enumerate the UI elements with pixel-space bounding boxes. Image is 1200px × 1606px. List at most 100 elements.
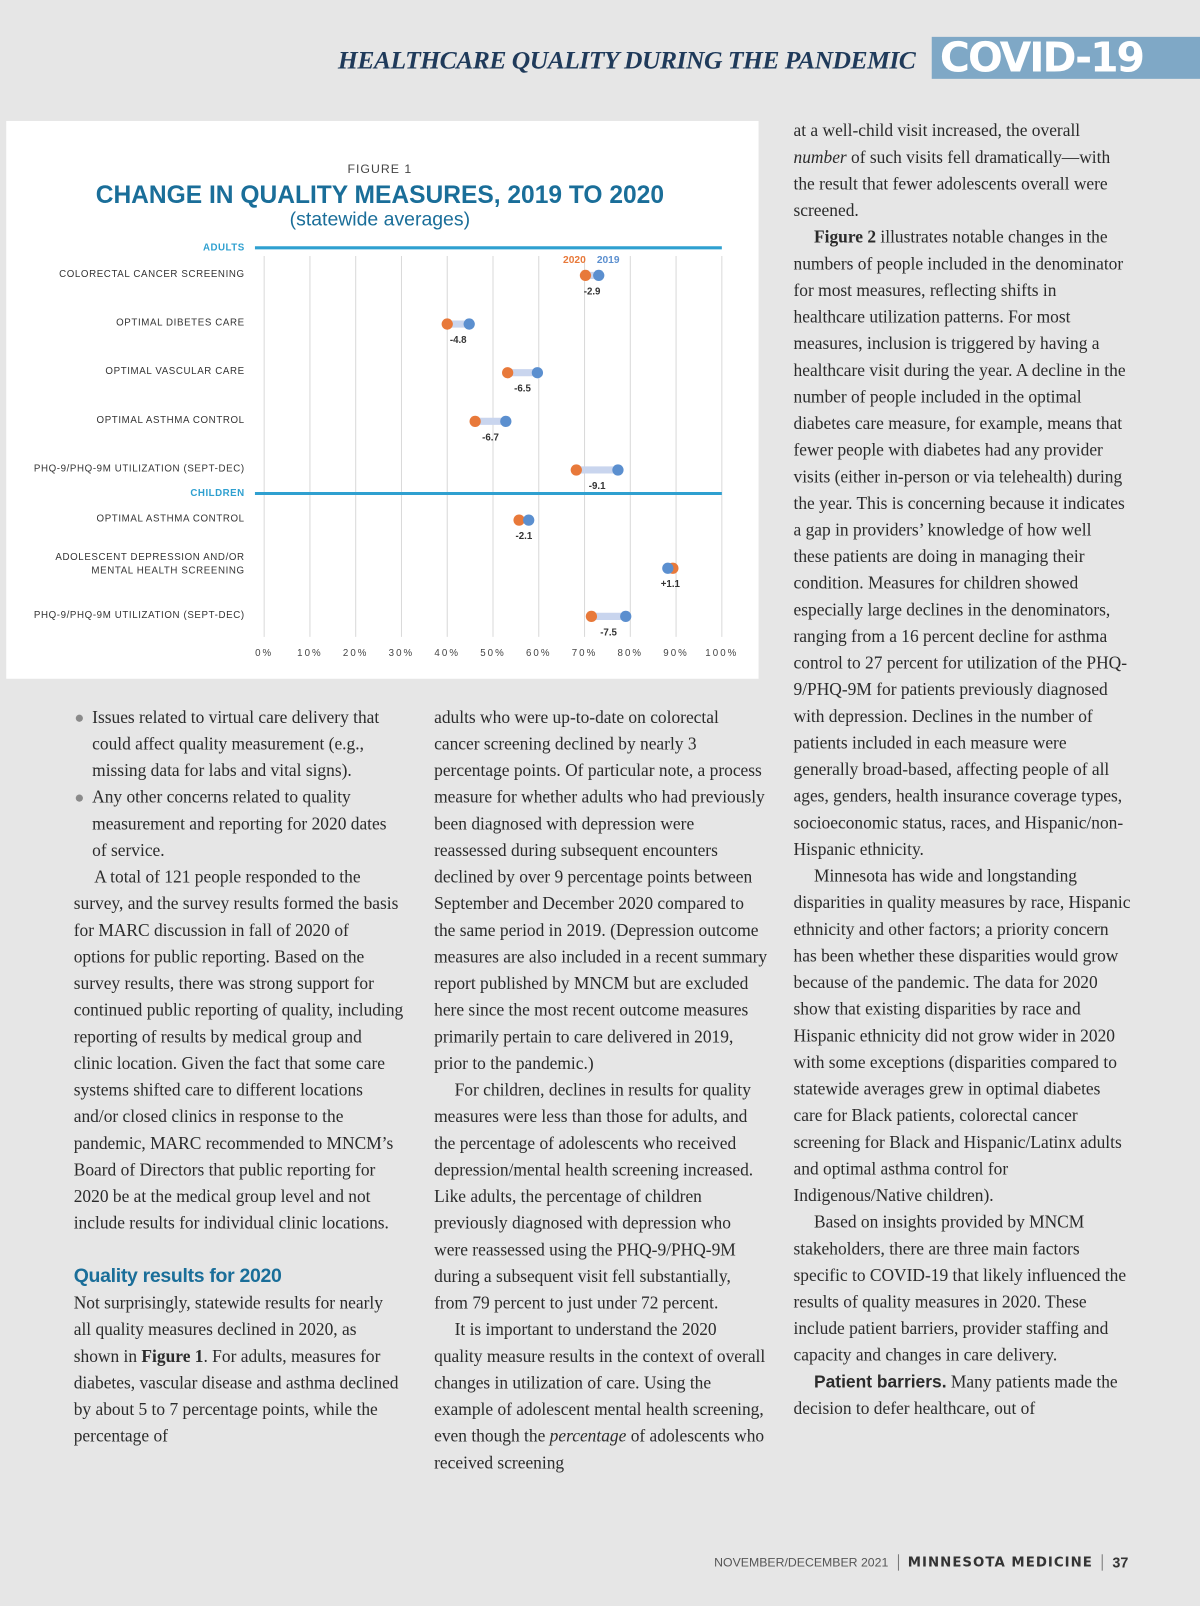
paragraph: It is important to understand the 2020 q… (434, 1317, 768, 1477)
category-label: ADOLESCENT DEPRESSION AND/OR (55, 552, 244, 563)
magazine-name: MINNESOTA MEDICINE (907, 1554, 1093, 1571)
separator (1102, 1554, 1104, 1571)
dot (463, 318, 475, 330)
change-label: -6.5 (514, 384, 531, 395)
separator (897, 1554, 899, 1571)
change-label: -7.5 (600, 627, 617, 638)
legend-entry: 2019 (597, 255, 620, 266)
issue-date: NOVEMBER/DECEMBER 2021 (714, 1555, 889, 1570)
chart-subtitle: (statewide averages) (290, 208, 470, 230)
text-run: Issues related to virtual care delivery … (92, 707, 380, 781)
bullet-dot (75, 794, 83, 802)
chart-title: CHANGE IN QUALITY MEASURES, 2019 TO 2020 (96, 182, 664, 209)
text-run: of adolescents who received screening (434, 1426, 765, 1473)
change-label: -2.9 (584, 286, 601, 297)
change-label: -9.1 (589, 481, 606, 492)
text-column: at a well-child visit increased, the ove… (794, 118, 1132, 1422)
change-label: -4.8 (450, 335, 467, 346)
page-number: 37 (1112, 1554, 1129, 1571)
paragraph: A total of 121 people responded to the s… (74, 864, 404, 1237)
page-footer: NOVEMBER/DECEMBER 2021 MINNESOTA MEDICIN… (714, 1554, 1129, 1571)
x-tick-label: 20% (343, 648, 369, 659)
x-tick-label: 30% (389, 648, 415, 659)
styled-text: number (793, 147, 847, 167)
category-label: COLORECTAL CANCER SCREENING (59, 269, 245, 280)
paragraph: Not surprisingly, statewide results for … (74, 1290, 404, 1450)
dot (620, 610, 632, 623)
text-run: Minnesota has wide and longstanding disp… (793, 866, 1131, 1206)
x-tick-label: 70% (572, 648, 598, 659)
category-label: OPTIMAL ASTHMA CONTROL (97, 514, 245, 525)
text-run: For children, declines in results for qu… (434, 1080, 754, 1313)
x-tick-label: 100% (705, 648, 738, 659)
x-tick-label: 50% (480, 648, 506, 659)
x-tick-label: 90% (663, 648, 689, 659)
category-label: PHQ-9/PHQ-9M UTILIZATION (SEPT-DEC) (34, 610, 245, 621)
text-run: of such visits fell dramatically—with th… (793, 147, 1111, 221)
x-tick-label: 40% (434, 648, 460, 659)
paragraph: Minnesota has wide and longstanding disp… (794, 863, 1132, 1209)
change-label: +1.1 (661, 579, 681, 590)
paragraph: Figure 2 illustrates notable changes in … (794, 224, 1132, 863)
badge-text: COVID-19 (939, 34, 1145, 82)
dot (612, 464, 624, 476)
text-run: Based on insights provided by MNCM stake… (793, 1212, 1127, 1365)
category-label: OPTIMAL DIBETES CARE (116, 318, 245, 329)
text-run: adults who were up-to-date on colorectal… (434, 707, 768, 1074)
figure-background (6, 120, 759, 679)
paragraph: Based on insights provided by MNCM stake… (794, 1209, 1132, 1369)
paragraph: Patient barriers. Many patients made the… (794, 1369, 1132, 1422)
dot (502, 367, 514, 379)
text-run: A total of 121 people responded to the s… (73, 867, 404, 1233)
paragraph: For children, declines in results for qu… (434, 1077, 768, 1317)
text-run: at a well-child visit increased, the ove… (793, 120, 1081, 141)
text-run: Many patients made the decision to defer… (793, 1372, 1118, 1419)
dot (531, 367, 544, 379)
figure-label: FIGURE 1 (347, 162, 412, 176)
text-run: Any other concerns related to quality me… (92, 787, 387, 861)
dot (469, 415, 481, 427)
text-run: . For adults, measures for diabetes, vas… (73, 1346, 399, 1446)
text-run: Not surprisingly, statewide results for … (73, 1293, 383, 1366)
styled-text: Figure 1 (141, 1346, 204, 1366)
dot (513, 514, 525, 526)
styled-text: Patient barriers. (813, 1372, 947, 1392)
dot (593, 269, 605, 282)
group-label: ADULTS (203, 242, 245, 253)
text-column: Issues related to virtual care delivery … (74, 704, 404, 1449)
text-run: Quality results for 2020 (73, 1265, 282, 1288)
change-label: -2.1 (516, 531, 533, 542)
dot (662, 562, 674, 574)
bullet-item: Any other concerns related to quality me… (74, 784, 404, 864)
paragraph: at a well-child visit increased, the ove… (794, 118, 1132, 224)
x-tick-label: 60% (526, 648, 552, 659)
dot (579, 269, 592, 282)
change-label: -6.7 (482, 432, 499, 443)
section-kicker: HEALTHCARE QUALITY DURING THE PANDEMIC (337, 47, 916, 75)
category-label: MENTAL HEALTH SCREENING (91, 565, 244, 576)
legend-entry: 2020 (563, 255, 586, 266)
category-label: PHQ-9/PHQ-9M UTILIZATION (SEPT-DEC) (34, 464, 245, 475)
section-badge (931, 36, 1200, 79)
group-label: CHILDREN (190, 488, 244, 499)
paragraph: adults who were up-to-date on colorectal… (434, 704, 768, 1077)
dot (441, 318, 453, 330)
styled-text: percentage (549, 1426, 627, 1446)
dot (585, 610, 598, 623)
bullet-item: Issues related to virtual care delivery … (74, 704, 404, 784)
dot (570, 464, 582, 476)
category-label: OPTIMAL ASTHMA CONTROL (97, 415, 245, 426)
x-tick-label: 0% (255, 648, 273, 659)
text-run: illustrates notable changes in the numbe… (793, 227, 1128, 860)
bullet-dot (75, 714, 83, 722)
dot (523, 514, 535, 526)
x-tick-label: 80% (618, 648, 644, 659)
text-column: adults who were up-to-date on colorectal… (434, 704, 768, 1476)
section-heading: Quality results for 2020 (74, 1263, 404, 1290)
text-run: It is important to understand the 2020 q… (434, 1319, 766, 1446)
x-tick-label: 10% (297, 648, 323, 659)
category-label: OPTIMAL VASCULAR CARE (105, 366, 244, 377)
figure-chart: FIGURE 1 CHANGE IN QUALITY MEASURES, 201… (6, 120, 759, 679)
